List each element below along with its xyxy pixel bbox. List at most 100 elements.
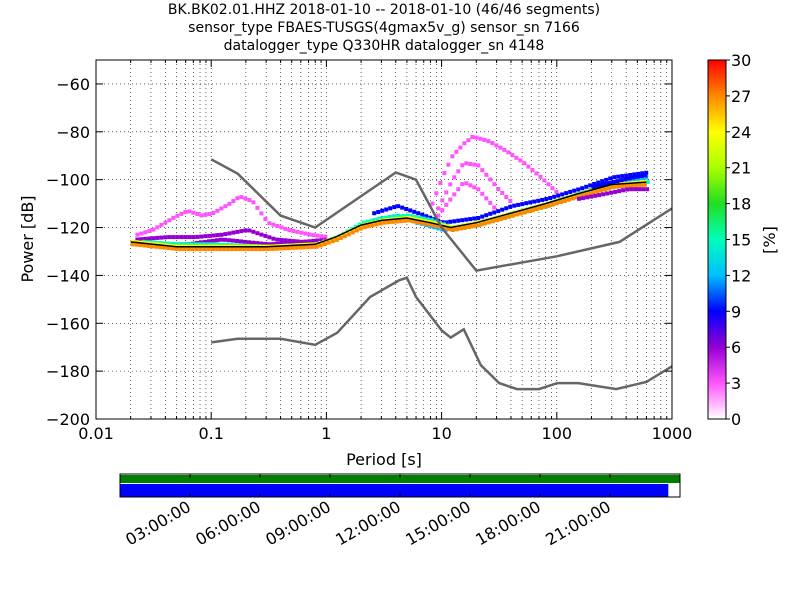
- density-cell: [310, 244, 315, 249]
- density-cell: [199, 234, 204, 239]
- density-cell: [263, 242, 267, 246]
- density-cell: [552, 194, 557, 199]
- density-cell: [246, 247, 251, 252]
- density-cell: [370, 223, 375, 228]
- density-cell: [279, 225, 284, 230]
- new-low-noise-model-line: [211, 276, 672, 391]
- density-cell: [409, 214, 414, 219]
- density-cell: [271, 236, 276, 241]
- density-cell: [593, 193, 598, 198]
- timeline-tick-label: 18:00:00: [472, 497, 544, 549]
- timeline-data-bar: [120, 484, 669, 497]
- density-cell: [298, 245, 303, 250]
- density-cell: [632, 172, 637, 177]
- density-cell: [636, 171, 641, 176]
- density-cell: [159, 235, 164, 240]
- density-cell: [283, 238, 288, 243]
- density-cell: [472, 162, 477, 167]
- density-cell: [506, 214, 511, 219]
- density-cell: [203, 212, 208, 217]
- density-cell: [504, 206, 509, 211]
- density-cell: [171, 215, 176, 220]
- density-cell: [227, 201, 232, 206]
- density-cell: [458, 145, 463, 150]
- density-cell: [373, 217, 378, 222]
- density-cell: [255, 231, 260, 236]
- density-cell: [163, 235, 168, 240]
- density-cell: [271, 242, 275, 247]
- density-cell: [554, 189, 559, 194]
- density-cell: [270, 246, 275, 251]
- median-line: [130, 181, 647, 248]
- density-cell: [588, 183, 593, 188]
- y-tick-label: −140: [46, 266, 90, 285]
- density-cell: [311, 233, 316, 238]
- density-cell: [595, 183, 600, 188]
- density-cell: [492, 182, 497, 187]
- density-cell: [596, 180, 601, 185]
- density-cell: [146, 244, 151, 248]
- density-cell: [378, 221, 383, 226]
- density-cell: [154, 244, 159, 249]
- density-cell: [402, 218, 407, 223]
- density-cell: [242, 247, 247, 252]
- density-cell: [444, 190, 449, 195]
- density-cell: [540, 197, 545, 202]
- colorbar-tick-label: 12: [731, 266, 751, 285]
- density-cell: [275, 224, 280, 228]
- density-cell: [223, 232, 228, 237]
- colorbar-tick-label: 24: [731, 123, 751, 142]
- density-cell: [416, 211, 421, 216]
- density-cell: [334, 235, 339, 240]
- x-tick-label: 10: [431, 424, 451, 443]
- density-cell: [354, 228, 359, 233]
- density-cell: [243, 228, 248, 233]
- y-tick-label: −80: [56, 123, 90, 142]
- density-cell: [617, 189, 622, 194]
- density-cell: [191, 210, 196, 215]
- density-cell: [450, 227, 455, 232]
- density-cell: [139, 231, 144, 236]
- density-cell: [218, 247, 223, 252]
- density-cell: [401, 214, 406, 218]
- density-cell: [468, 162, 473, 166]
- density-cell: [582, 192, 587, 197]
- density-cell: [440, 220, 445, 225]
- density-cell: [580, 186, 585, 191]
- density-cell: [490, 141, 495, 146]
- density-cell: [448, 197, 453, 202]
- density-cell: [254, 247, 259, 252]
- density-cell: [283, 241, 287, 246]
- density-cell: [620, 174, 625, 179]
- density-cell: [448, 219, 453, 224]
- density-cell: [376, 210, 381, 214]
- density-cell: [207, 212, 212, 216]
- density-cell: [625, 187, 630, 192]
- density-cell: [147, 236, 152, 241]
- density-cell: [396, 204, 401, 209]
- density-cell: [514, 212, 519, 217]
- density-cell: [572, 188, 577, 193]
- density-cell: [591, 184, 596, 189]
- density-cell: [338, 233, 343, 238]
- density-cell: [494, 143, 499, 148]
- density-cell: [425, 217, 430, 222]
- density-cell: [365, 219, 370, 224]
- density-cell: [434, 191, 439, 196]
- density-cell: [279, 241, 283, 246]
- x-tick-label: 0.01: [78, 424, 114, 443]
- density-cell: [454, 149, 459, 154]
- density-cell: [198, 247, 203, 252]
- new-high-noise-model-line: [210, 158, 672, 272]
- density-cell: [247, 240, 251, 245]
- density-cell: [444, 202, 449, 207]
- density-cell: [436, 206, 441, 211]
- y-tick-label: −180: [46, 362, 90, 381]
- density-cell: [562, 198, 567, 203]
- density-cell: [404, 207, 409, 211]
- density-cell: [413, 215, 418, 219]
- density-cell: [175, 235, 180, 240]
- chart-title-line-3: datalogger_type Q330HR datalogger_sn 414…: [223, 38, 545, 54]
- density-cell: [542, 178, 547, 183]
- density-cell: [609, 190, 614, 195]
